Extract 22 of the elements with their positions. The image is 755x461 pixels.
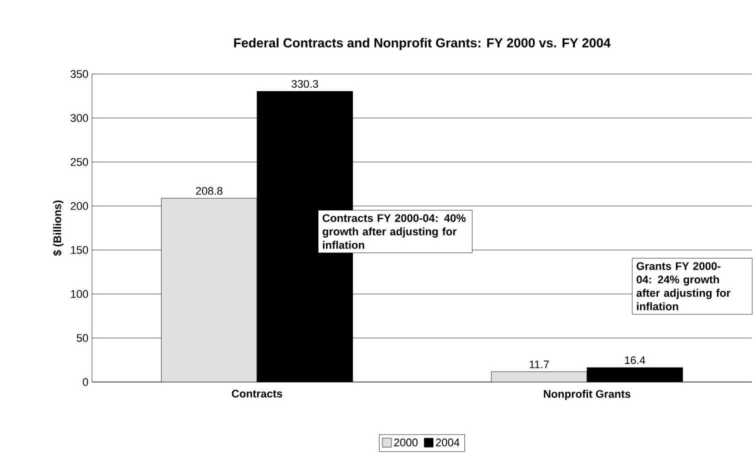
annotation: Grants FY 2000-04: 24% growth after adjusting for inflation	[636, 262, 730, 310]
y-tick-label: 350	[70, 70, 88, 78]
bar	[491, 372, 588, 382]
y-axis-title: $ (Billions)	[52, 200, 64, 256]
y-tick-label: 200	[70, 202, 88, 210]
chart-title: Federal Contracts and Nonprofit Grants: FY 2000 vs. FY 2004	[234, 38, 611, 50]
y-tick-label: 150	[71, 246, 88, 254]
annotation: Contracts FY 2000-04: 40% growth after adjusting for inflation	[322, 214, 466, 249]
legend-label: 2004	[436, 438, 460, 446]
y-tick-label: 300	[70, 114, 88, 122]
y-tick-label: 100	[71, 290, 88, 298]
bar	[161, 198, 258, 382]
legend-label: 2000	[394, 438, 418, 446]
x-tick-label: Nonprofit Grants	[544, 390, 630, 400]
y-tick-label: 50	[76, 334, 88, 342]
data-label: 16.4	[625, 356, 646, 364]
data-label: 208.8	[196, 186, 222, 195]
data-label: 11.7	[530, 360, 549, 368]
y-tick-label: 250	[70, 158, 88, 166]
data-label: 330.3	[292, 80, 318, 88]
y-tick-label: 0	[82, 378, 88, 386]
x-tick-label: Contracts	[232, 390, 282, 398]
